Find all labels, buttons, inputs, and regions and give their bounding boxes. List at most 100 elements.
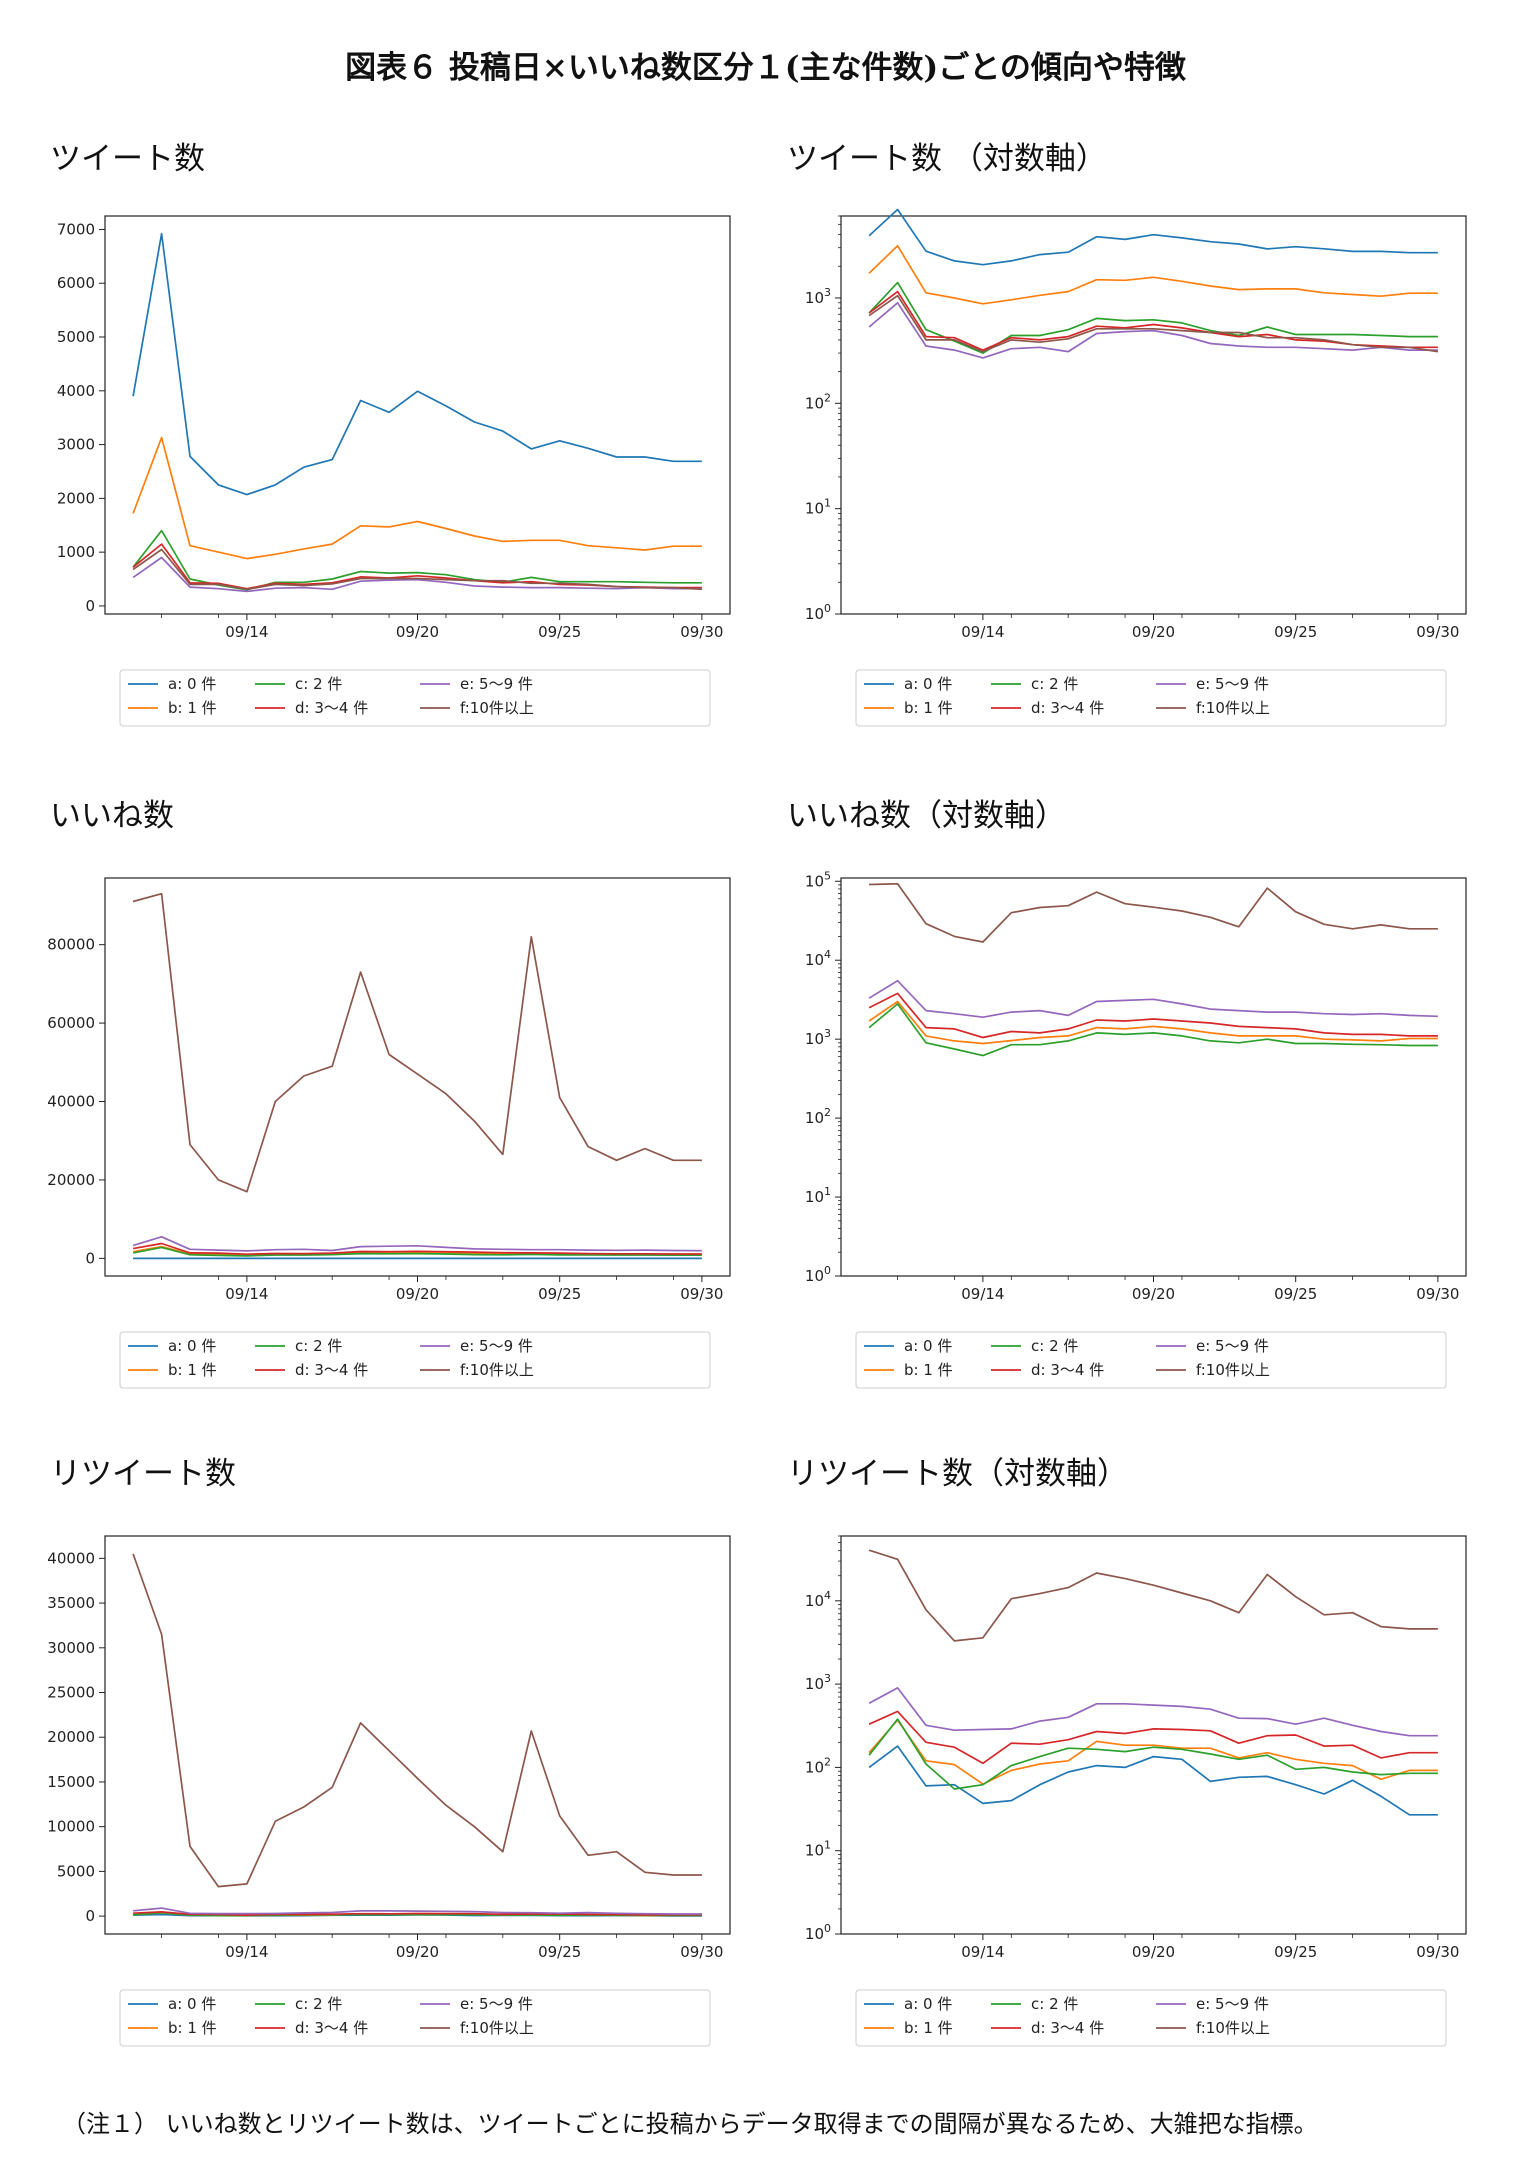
x-tick-label: 09/14 bbox=[225, 1943, 268, 1961]
series-line-e bbox=[132, 556, 702, 593]
legend-label-b: b: 1 件 bbox=[904, 2019, 953, 2037]
page-title: 図表６ 投稿日×いいね数区分１(主な件数)ごとの傾向や特徴 bbox=[345, 50, 1186, 86]
legend-label-d: d: 3～4 件 bbox=[295, 699, 368, 717]
y-tick-label: 4000 bbox=[57, 382, 95, 400]
legend-label-d: d: 3～4 件 bbox=[295, 1361, 368, 1379]
x-tick-label: 09/25 bbox=[1274, 1285, 1317, 1303]
chart-likes-log: 100 101 102 103 104 105 09/14 09/20 09/25 09/30 a:… bbox=[766, 862, 1486, 1407]
series-line-a bbox=[132, 232, 702, 496]
legend-label-b: b: 1 件 bbox=[168, 1361, 217, 1379]
y-tick-label: 102 bbox=[805, 1755, 831, 1776]
series-line-d bbox=[868, 992, 1438, 1039]
x-tick-label: 09/14 bbox=[225, 1285, 268, 1303]
legend-label-c: c: 2 件 bbox=[1031, 675, 1078, 693]
chart-svg: 100 101 102 103 09/14 09/20 09/25 09/30 a: 0 件 b:… bbox=[805, 208, 1467, 727]
y-tick-label: 10000 bbox=[47, 1818, 95, 1836]
legend-label-a: a: 0 件 bbox=[904, 1995, 952, 2013]
y-tick-label: 7000 bbox=[57, 220, 95, 238]
y-tick-label: 0 bbox=[85, 1907, 95, 1925]
series-line-a bbox=[868, 1745, 1438, 1816]
legend-label-e: e: 5～9 件 bbox=[460, 1337, 533, 1355]
y-tick-label: 2000 bbox=[57, 489, 95, 507]
y-tick-label: 40000 bbox=[47, 1549, 95, 1567]
y-tick-label: 102 bbox=[805, 1106, 831, 1127]
y-tick-label: 100 bbox=[805, 1922, 831, 1943]
legend-label-a: a: 0 件 bbox=[904, 675, 952, 693]
plot-frame bbox=[104, 877, 731, 1277]
legend-label-e: e: 5～9 件 bbox=[460, 675, 533, 693]
plot-frame bbox=[840, 1535, 1467, 1935]
series-line-f bbox=[132, 548, 702, 591]
x-tick-label: 09/30 bbox=[1416, 1943, 1459, 1961]
legend-label-b: b: 1 件 bbox=[904, 699, 953, 717]
y-tick-label: 103 bbox=[805, 1027, 831, 1048]
legend-label-f: f:10件以上 bbox=[460, 699, 534, 717]
y-tick-label: 103 bbox=[805, 286, 831, 307]
chart-svg: 0 5000 10000 15000 20000 25000 30000 35000 40000… bbox=[47, 1535, 731, 2047]
x-tick-label: 09/30 bbox=[1416, 623, 1459, 641]
x-tick-label: 09/25 bbox=[1274, 1943, 1317, 1961]
y-tick-label: 20000 bbox=[47, 1171, 95, 1189]
legend-label-c: c: 2 件 bbox=[1031, 1995, 1078, 2013]
series-line-c bbox=[868, 281, 1438, 354]
y-tick-label: 20000 bbox=[47, 1728, 95, 1746]
x-tick-label: 09/14 bbox=[225, 623, 268, 641]
y-tick-label: 100 bbox=[805, 602, 831, 623]
x-tick-label: 09/20 bbox=[1132, 623, 1175, 641]
x-tick-label: 09/30 bbox=[680, 1285, 723, 1303]
legend-label-d: d: 3～4 件 bbox=[1031, 2019, 1104, 2037]
legend-label-e: e: 5～9 件 bbox=[1196, 675, 1269, 693]
series-line-d bbox=[133, 1911, 702, 1916]
plot-frame bbox=[104, 1535, 731, 1935]
y-tick-label: 104 bbox=[805, 948, 831, 969]
chart-svg: 100 101 102 103 104 105 09/14 09/20 09/25 09/30 a:… bbox=[805, 869, 1467, 1389]
caption-likes-log: いいね数（対数軸） bbox=[787, 798, 1066, 834]
footnote: （注１） いいね数とリツイート数は、ツイートごとに投稿からデータ取得までの間隔が… bbox=[62, 2110, 1318, 2138]
legend-label-b: b: 1 件 bbox=[168, 699, 217, 717]
x-tick-label: 09/20 bbox=[396, 1285, 439, 1303]
legend-label-a: a: 0 件 bbox=[904, 1337, 952, 1355]
legend-label-a: a: 0 件 bbox=[168, 1337, 216, 1355]
x-tick-label: 09/14 bbox=[961, 1943, 1004, 1961]
chart-svg: 0 20000 40000 60000 80000 09/14 09/20 09/25 09/3… bbox=[47, 877, 731, 1389]
y-tick-label: 101 bbox=[805, 1839, 831, 1860]
series-line-b bbox=[868, 1000, 1438, 1045]
series-line-f bbox=[132, 892, 702, 1193]
y-tick-label: 0 bbox=[85, 597, 95, 615]
x-tick-label: 09/14 bbox=[961, 623, 1004, 641]
legend-label-f: f:10件以上 bbox=[460, 1361, 534, 1379]
y-tick-label: 101 bbox=[805, 497, 831, 518]
legend-label-d: d: 3～4 件 bbox=[1031, 699, 1104, 717]
plot-frame bbox=[840, 215, 1467, 615]
y-tick-label: 101 bbox=[805, 1185, 831, 1206]
plot-frame bbox=[840, 877, 1467, 1277]
y-tick-label: 60000 bbox=[47, 1014, 95, 1032]
legend-label-d: d: 3～4 件 bbox=[1031, 1361, 1104, 1379]
legend-label-d: d: 3～4 件 bbox=[295, 2019, 368, 2037]
series-line-f bbox=[869, 882, 1438, 943]
caption-tweets: ツイート数 bbox=[50, 141, 205, 177]
legend-label-c: c: 2 件 bbox=[295, 1337, 342, 1355]
series-line-b bbox=[868, 1719, 1438, 1785]
x-tick-label: 09/20 bbox=[396, 623, 439, 641]
chart-tweets-log: 100 101 102 103 09/14 09/20 09/25 09/30 a: 0 件 b:… bbox=[766, 200, 1486, 745]
x-tick-label: 09/25 bbox=[538, 1943, 581, 1961]
legend-label-c: c: 2 件 bbox=[1031, 1337, 1078, 1355]
chart-retweets: 0 5000 10000 15000 20000 25000 30000 35000 40000… bbox=[30, 1520, 750, 2065]
legend-label-b: b: 1 件 bbox=[904, 1361, 953, 1379]
chart-retweets-log: 100 101 102 103 104 09/14 09/20 09/25 09/30 a: 0 … bbox=[766, 1520, 1486, 2065]
y-tick-label: 100 bbox=[805, 1264, 831, 1285]
y-tick-label: 6000 bbox=[57, 274, 95, 292]
y-tick-label: 30000 bbox=[47, 1639, 95, 1657]
series-group bbox=[868, 882, 1438, 1057]
y-tick-label: 5000 bbox=[57, 328, 95, 346]
chart-svg: 100 101 102 103 104 09/14 09/20 09/25 09/30 a: 0 … bbox=[805, 1535, 1467, 2047]
series-line-e bbox=[868, 979, 1438, 1019]
legend-label-f: f:10件以上 bbox=[1196, 1361, 1270, 1379]
series-line-b bbox=[132, 436, 702, 560]
series-line-e bbox=[868, 301, 1438, 359]
y-tick-label: 102 bbox=[805, 391, 831, 412]
series-line-f bbox=[868, 294, 1439, 353]
legend-label-f: f:10件以上 bbox=[460, 2019, 534, 2037]
legend-label-e: e: 5～9 件 bbox=[1196, 1337, 1269, 1355]
